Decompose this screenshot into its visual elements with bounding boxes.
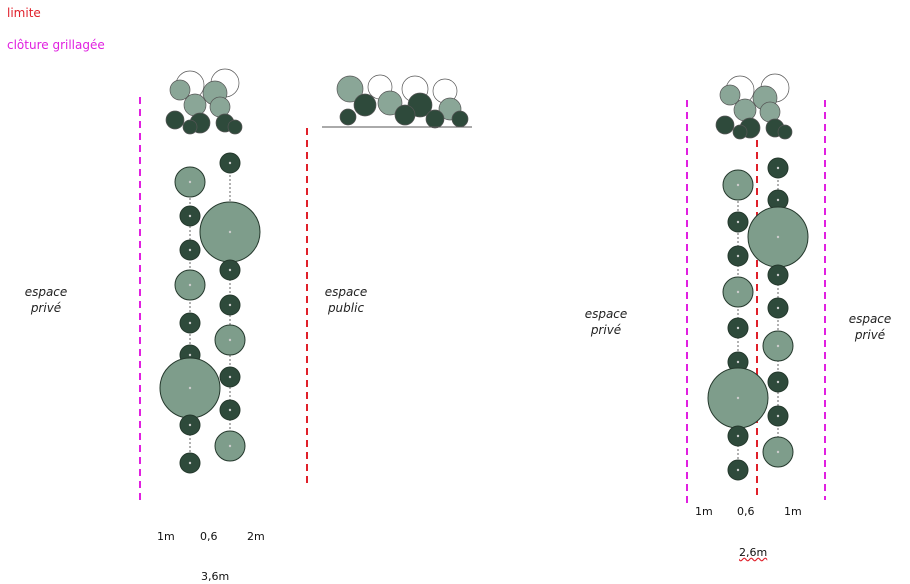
dimension-total: 2,6m xyxy=(739,546,768,559)
plant-center xyxy=(736,468,740,472)
zone-label: espace public xyxy=(324,285,368,315)
dimension: 0,6 xyxy=(737,505,755,518)
plant-center xyxy=(188,423,192,427)
plant-center xyxy=(776,198,780,202)
hedge-sketch xyxy=(353,93,377,117)
plant-center xyxy=(776,235,780,239)
hedge-sketch xyxy=(183,93,207,117)
plant-center xyxy=(188,248,192,252)
plant-center xyxy=(736,183,740,187)
plant-center xyxy=(188,386,192,390)
plant-center xyxy=(776,380,780,384)
dimension-total: 3,6m xyxy=(201,570,230,583)
plant-center xyxy=(776,344,780,348)
plant-center xyxy=(736,434,740,438)
zone-label: espace privé xyxy=(584,307,628,337)
plant-center xyxy=(736,290,740,294)
plant-center xyxy=(736,326,740,330)
plant-center xyxy=(228,444,232,448)
plant-center xyxy=(736,220,740,224)
hedge-sketch xyxy=(777,124,793,140)
plant-center xyxy=(776,450,780,454)
plant-center xyxy=(188,283,192,287)
hedge-sketch xyxy=(425,109,445,129)
dimension: 1m xyxy=(784,505,802,518)
plant-center xyxy=(188,214,192,218)
plant-center xyxy=(228,408,232,412)
plant-center xyxy=(776,306,780,310)
dimension: 1m xyxy=(157,530,175,543)
hedge-sketch xyxy=(394,104,416,126)
plant-center xyxy=(776,273,780,277)
plant-center xyxy=(228,230,232,234)
plant-center xyxy=(228,338,232,342)
plant-center xyxy=(228,268,232,272)
dimension: 2m xyxy=(247,530,265,543)
plant-center xyxy=(228,375,232,379)
hedge-sketch xyxy=(732,124,748,140)
plant-center xyxy=(228,161,232,165)
hedge-sketch xyxy=(451,110,469,128)
zone-label: espace privé xyxy=(24,285,68,315)
plant-center xyxy=(188,461,192,465)
dimension: 1m xyxy=(695,505,713,518)
hedge-sketch xyxy=(169,79,191,101)
plant-center xyxy=(188,321,192,325)
plant-center xyxy=(736,360,740,364)
plant-center xyxy=(776,166,780,170)
hedge-sketch xyxy=(719,84,741,106)
dimension: 0,6 xyxy=(200,530,218,543)
hedge-sketch xyxy=(336,75,364,103)
plant-center xyxy=(188,353,192,357)
plant-center xyxy=(776,414,780,418)
hedge-sketch xyxy=(715,115,735,135)
hedge-sketch xyxy=(339,108,357,126)
hedge-sketch xyxy=(182,119,198,135)
hedge-sketch xyxy=(227,119,243,135)
plant-center xyxy=(188,180,192,184)
zone-label: espace privé xyxy=(848,312,892,342)
plant-center xyxy=(228,303,232,307)
legend-fence: clôture grillagée xyxy=(7,38,105,52)
hedge-sketch xyxy=(377,90,403,116)
hedge-sketch xyxy=(733,98,757,122)
plant-center xyxy=(736,396,740,400)
plant-center xyxy=(736,254,740,258)
hedge-sketch xyxy=(165,110,185,130)
legend-limit: limite xyxy=(7,6,41,20)
